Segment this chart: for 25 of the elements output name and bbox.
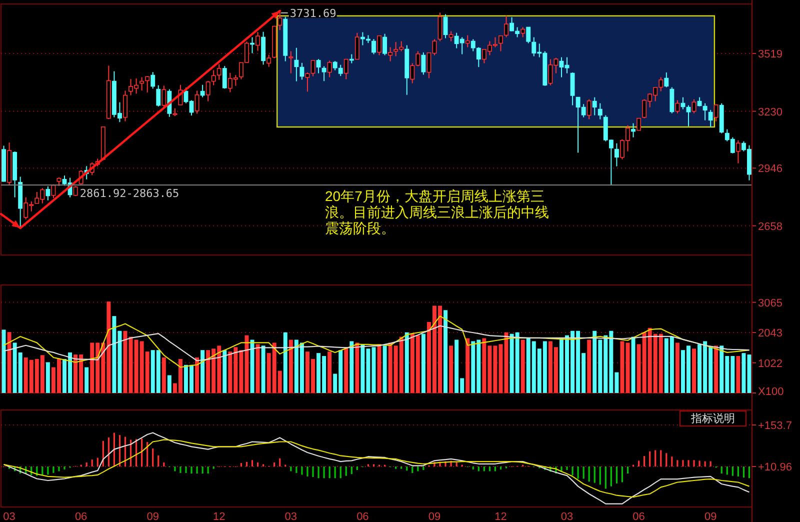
x-tick-label: 06 [356, 511, 369, 522]
annotation: 20年7月份，大盘开启周线上涨第三浪。目前进入周线三浪上涨后的中线震荡阶段。 [325, 188, 550, 236]
x-tick-label: 03 [284, 511, 298, 522]
y-tick-label: 3065 [758, 297, 782, 310]
x-tick-label: 12 [494, 511, 507, 522]
y-tick-label: +153.7 [758, 420, 792, 432]
y-tick-label: +10.96 [758, 462, 792, 474]
x-tick-label: 03 [3, 511, 16, 522]
annotation: 2861.92-2863.65 [80, 186, 180, 200]
annotation: 指标说明 [690, 413, 735, 425]
y-tick-label: 1022 [758, 358, 782, 370]
annotation: 3731.69 [290, 6, 336, 20]
x-tick-label: 06 [632, 511, 645, 522]
x-tick-label: 12 [212, 511, 226, 522]
y-tick-label: 3230 [758, 106, 782, 118]
y-tick-label: 2043 [758, 328, 782, 340]
x-tick-label: 03 [560, 511, 574, 522]
x-tick-label: 06 [74, 511, 88, 522]
x-tick-label: 09 [704, 511, 717, 522]
y-tick-label: 2946 [758, 163, 782, 176]
x-tick-label: 09 [146, 511, 159, 522]
y-tick-label: 3519 [758, 48, 782, 60]
y-tick-label: 2658 [758, 220, 782, 233]
x-tick-label: 09 [428, 511, 441, 522]
y-tick-label: X100 [758, 386, 784, 398]
